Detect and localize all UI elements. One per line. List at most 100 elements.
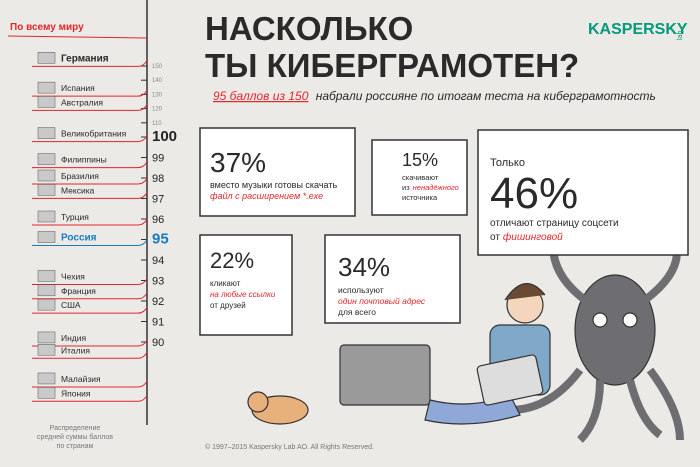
card-line: один почтовый адрес <box>338 296 426 306</box>
card-text: отличают страницу соцсети <box>490 218 619 229</box>
copyright: © 1997–2015 Kaspersky Lab AO. All Rights… <box>205 443 374 451</box>
flag <box>37 184 56 196</box>
country-name: Италия <box>61 345 90 355</box>
card-percent: 37% <box>210 147 266 178</box>
country-line <box>32 177 148 185</box>
scale-note: средней суммы баллов <box>37 433 113 441</box>
country-name: Индия <box>61 333 87 343</box>
country-line <box>32 380 148 388</box>
tick-label: 130 <box>152 92 163 98</box>
card-text: источника <box>402 193 438 202</box>
card-text: ненадёжного <box>413 183 459 192</box>
country-line <box>32 239 148 246</box>
card-text: кликают <box>210 279 241 288</box>
logo: KASPERSKY <box>588 21 688 38</box>
card-percent: 22% <box>210 248 254 273</box>
card-line: для всего <box>338 307 376 317</box>
flag <box>37 344 56 356</box>
card-text: из <box>402 183 410 192</box>
card-line: скачивают <box>402 173 439 182</box>
card-percent: 46% <box>490 169 578 218</box>
card-text: от друзей <box>210 301 246 310</box>
flag <box>37 387 56 399</box>
country-name: Испания <box>61 83 95 93</box>
country-name: Россия <box>61 233 97 244</box>
tick-label: 90 <box>152 337 164 349</box>
card <box>199 127 356 217</box>
card-line: на любые ссылки <box>210 290 276 299</box>
flag <box>37 231 56 243</box>
flag <box>37 331 56 344</box>
flag <box>37 372 56 385</box>
country-name: Бразилия <box>61 171 99 181</box>
country-line <box>32 395 148 402</box>
card <box>199 234 293 336</box>
card-text: на любые ссылки <box>210 290 276 299</box>
flag <box>37 153 56 165</box>
country-name: Мексика <box>61 185 95 195</box>
subtitle-rest: набрали россияне по итогам теста на кибе… <box>316 89 656 103</box>
flag <box>37 52 56 64</box>
tick-label: 150 <box>152 64 163 70</box>
card-text: один почтовый адрес <box>338 296 426 306</box>
scale-note: Распределение <box>50 425 101 432</box>
flag <box>37 127 56 139</box>
card-text: используют <box>338 285 384 295</box>
country-line <box>32 306 148 314</box>
country-line <box>32 292 148 300</box>
tick-label: 93 <box>152 276 164 288</box>
country-line <box>32 135 148 143</box>
card-line: используют <box>338 285 384 295</box>
subtitle: 95 баллов из 150 набрали россияне по ито… <box>213 89 656 103</box>
card-text: скачивают <box>402 173 439 182</box>
country-name: Малайзия <box>61 374 101 384</box>
country-line <box>32 339 148 347</box>
country-line <box>32 352 148 359</box>
country-name: Филиппины <box>61 155 107 165</box>
country-line <box>32 60 148 67</box>
country-name: Великобритания <box>61 129 127 139</box>
card <box>477 129 689 256</box>
country-name: США <box>61 300 81 310</box>
card-percent: 34% <box>338 252 390 282</box>
country-name: Турция <box>61 212 89 222</box>
card-line: источника <box>402 193 438 202</box>
flag <box>37 81 56 94</box>
scale-heading: По всему миру <box>10 22 84 33</box>
country-line <box>32 161 148 169</box>
card-line: кликают <box>210 279 241 288</box>
tick-label: 110 <box>152 121 162 127</box>
country-name: Австралия <box>61 97 103 107</box>
country-line <box>32 278 148 285</box>
country-name: Германия <box>61 53 109 64</box>
country-line <box>32 89 148 97</box>
flag <box>37 270 56 282</box>
country-name: Япония <box>61 388 91 398</box>
card-text: файл с расширением *.exe <box>210 191 323 201</box>
card-line: файл с расширением *.exe <box>210 191 323 201</box>
tick-label: 95 <box>152 231 169 248</box>
tick-label: 99 <box>152 153 164 165</box>
heading-underline <box>7 35 148 39</box>
card-line: из ненадёжного <box>402 183 459 192</box>
tick-label: 100 <box>152 128 177 145</box>
tick-label: 140 <box>152 78 163 84</box>
country-line <box>32 192 148 199</box>
flag <box>37 298 56 311</box>
title-line: НАСКОЛЬКО <box>205 10 413 47</box>
card-line: отличают страницу соцсети <box>490 218 619 229</box>
tick-label: 92 <box>152 296 164 308</box>
tick-label: 98 <box>152 173 164 185</box>
tick-label: 91 <box>152 317 164 329</box>
title-line: ТЫ КИБЕРГРАМОТЕН? <box>205 47 579 84</box>
tick-label: 96 <box>152 214 164 226</box>
tick-label: 120 <box>152 107 163 113</box>
card-line: вместо музыки готовы скачать <box>210 180 337 190</box>
logo-sub: lab <box>677 31 684 40</box>
flag <box>37 210 56 223</box>
card-text: для всего <box>338 307 376 317</box>
flag <box>37 169 56 182</box>
flag <box>37 284 56 297</box>
card-text: фишинговой <box>503 231 563 243</box>
